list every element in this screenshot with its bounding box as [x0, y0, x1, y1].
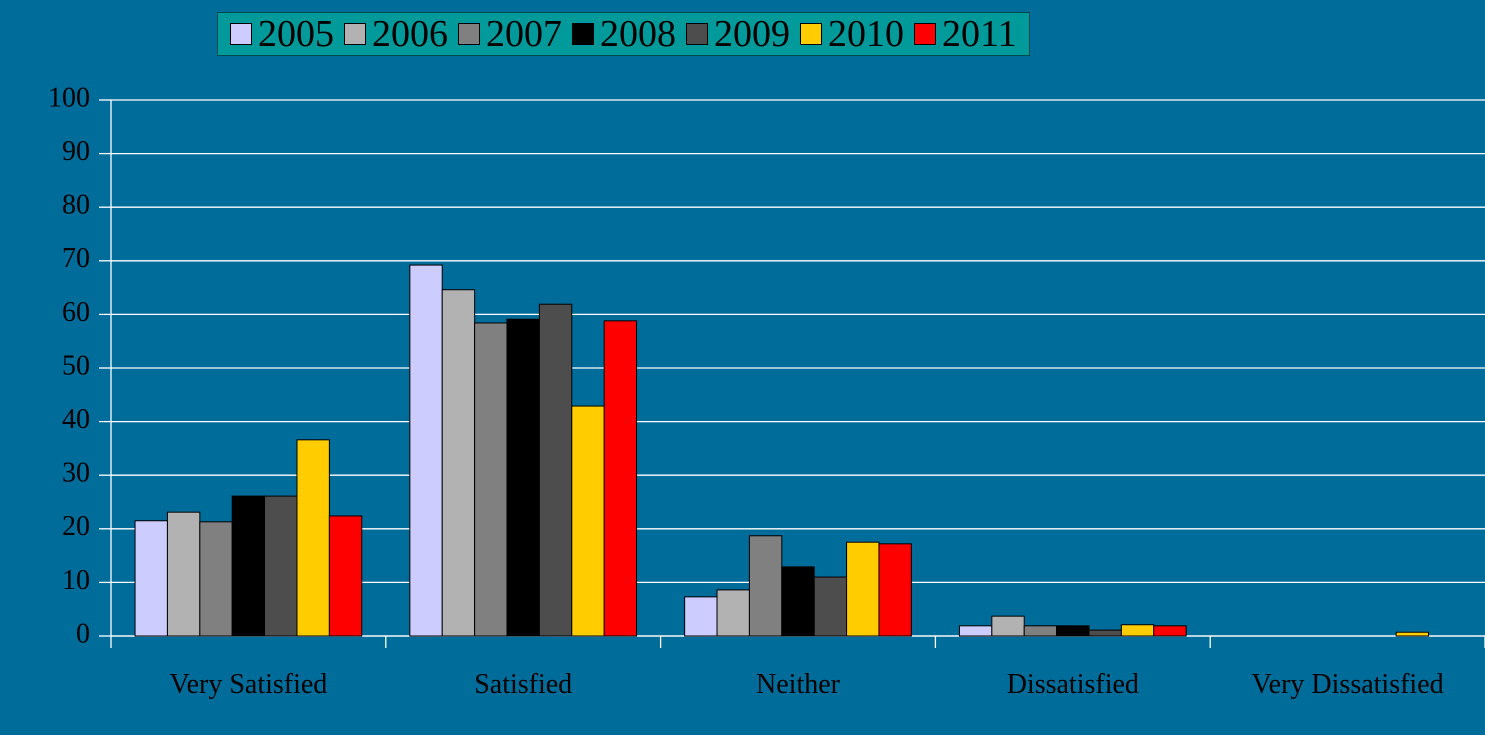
- legend: 2005 2006 2007 2008 2009 2010 2011: [217, 12, 1030, 56]
- bar: [199, 521, 233, 637]
- bar: [813, 576, 848, 637]
- bar: [1056, 625, 1090, 637]
- bar: [716, 589, 750, 637]
- x-tick-label: Neither: [756, 669, 840, 700]
- legend-label: 2010: [828, 13, 904, 55]
- bar: [878, 543, 912, 637]
- x-tick-label: Very Dissatisfied: [1251, 669, 1444, 700]
- bar: [603, 320, 638, 637]
- bar: [781, 566, 815, 637]
- legend-item: 2008: [572, 15, 676, 53]
- legend-item: 2006: [344, 15, 448, 53]
- bar: [409, 264, 443, 637]
- bar: [231, 495, 266, 637]
- x-tick-label: Dissatisfied: [1006, 669, 1139, 700]
- bar: [538, 303, 573, 637]
- legend-label: 2011: [942, 13, 1017, 55]
- y-tick-label: 50: [62, 350, 90, 381]
- y-tick-label: 30: [62, 458, 90, 489]
- bar: [1088, 629, 1122, 637]
- y-tick-label: 100: [48, 82, 90, 113]
- y-tick-label: 60: [62, 297, 90, 328]
- legend-item: 2007: [458, 15, 562, 53]
- bar: [958, 625, 993, 637]
- legend-swatch: [230, 23, 252, 45]
- y-tick-label: 90: [62, 136, 90, 167]
- bar: [166, 511, 201, 637]
- y-tick-label: 20: [62, 511, 90, 542]
- y-tick-label: 70: [62, 243, 90, 274]
- x-tick-label: Very Satisfied: [169, 669, 328, 700]
- legend-label: 2008: [600, 13, 676, 55]
- bar: [748, 535, 783, 637]
- y-tick-label: 10: [62, 565, 90, 596]
- y-tick-label: 40: [62, 404, 90, 435]
- legend-item: 2011: [914, 15, 1017, 53]
- legend-item: 2009: [686, 15, 790, 53]
- bar: [846, 541, 880, 637]
- bar: [441, 289, 476, 637]
- legend-label: 2006: [372, 13, 448, 55]
- legend-swatch: [800, 23, 822, 45]
- legend-label: 2005: [258, 13, 334, 55]
- legend-swatch: [572, 23, 594, 45]
- legend-swatch: [458, 23, 480, 45]
- bar: [571, 405, 605, 637]
- legend-label: 2009: [714, 13, 790, 55]
- legend-item: 2010: [800, 15, 904, 53]
- legend-swatch: [914, 23, 936, 45]
- bar: [684, 596, 718, 637]
- bar: [506, 318, 540, 637]
- y-tick-label: 80: [62, 190, 90, 221]
- legend-label: 2007: [486, 13, 562, 55]
- bar: [296, 439, 330, 637]
- bar: [328, 515, 363, 637]
- legend-swatch: [344, 23, 366, 45]
- bar: [1023, 625, 1058, 637]
- bar: [134, 520, 168, 637]
- y-tick-label: 0: [76, 618, 90, 649]
- bar: [474, 322, 508, 637]
- bar: [264, 495, 298, 637]
- bar: [1153, 625, 1187, 637]
- bar: [991, 615, 1025, 637]
- legend-item: 2005: [230, 15, 334, 53]
- legend-swatch: [686, 23, 708, 45]
- bar: [1395, 631, 1430, 637]
- x-tick-label: Satisfied: [474, 669, 573, 700]
- bar: [1120, 624, 1155, 637]
